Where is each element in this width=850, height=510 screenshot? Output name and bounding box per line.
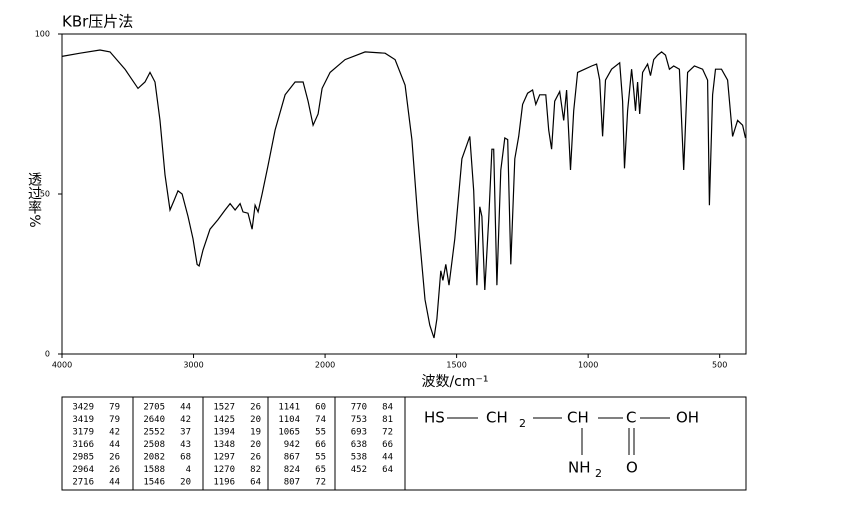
peak-transmittance: 65 <box>315 465 326 475</box>
x-tick-label: 1500 <box>446 361 466 370</box>
peak-wavenumber: 1196 <box>213 478 235 488</box>
y-tick-label: 50 <box>40 190 50 199</box>
peak-transmittance: 81 <box>382 415 393 425</box>
peak-transmittance: 66 <box>382 440 393 450</box>
peak-wavenumber: 2552 <box>143 428 165 438</box>
x-tick-label: 1000 <box>578 361 598 370</box>
peak-wavenumber: 1348 <box>213 440 235 450</box>
peak-wavenumber: 942 <box>284 440 300 450</box>
peak-transmittance: 43 <box>180 440 191 450</box>
peak-wavenumber: 1297 <box>213 453 235 463</box>
peak-wavenumber: 2985 <box>72 453 94 463</box>
peak-wavenumber: 1546 <box>143 478 165 488</box>
peak-wavenumber: 1104 <box>278 415 300 425</box>
peak-transmittance: 60 <box>315 403 326 413</box>
peak-wavenumber: 2640 <box>143 415 165 425</box>
peak-transmittance: 84 <box>382 403 393 413</box>
y-tick-label: 0 <box>45 350 50 359</box>
peak-wavenumber: 1270 <box>213 465 235 475</box>
structure-label: O <box>626 459 638 477</box>
peak-wavenumber: 1588 <box>143 465 165 475</box>
peak-transmittance: 74 <box>315 415 326 425</box>
y-tick-label: 100 <box>35 30 50 39</box>
peak-transmittance: 42 <box>109 428 120 438</box>
peak-transmittance: 20 <box>250 415 261 425</box>
peak-transmittance: 44 <box>382 453 393 463</box>
peak-wavenumber: 1425 <box>213 415 235 425</box>
x-tick-label: 4000 <box>52 361 72 370</box>
structure-label: OH <box>676 409 699 427</box>
peak-transmittance: 72 <box>315 478 326 488</box>
peak-wavenumber: 2705 <box>143 403 165 413</box>
peak-transmittance: 44 <box>109 440 120 450</box>
peak-wavenumber: 770 <box>351 403 367 413</box>
peak-transmittance: 42 <box>180 415 191 425</box>
peak-transmittance: 37 <box>180 428 191 438</box>
peak-wavenumber: 693 <box>351 428 367 438</box>
peak-transmittance: 20 <box>250 440 261 450</box>
peak-transmittance: 26 <box>109 453 120 463</box>
spectrum-line <box>61 49 747 339</box>
peak-transmittance: 82 <box>250 465 261 475</box>
peak-transmittance: 64 <box>250 478 261 488</box>
peak-wavenumber: 753 <box>351 415 367 425</box>
x-tick-label: 500 <box>712 361 727 370</box>
peak-wavenumber: 2964 <box>72 465 94 475</box>
peak-wavenumber: 538 <box>351 453 367 463</box>
peak-wavenumber: 2508 <box>143 440 165 450</box>
peak-wavenumber: 3179 <box>72 428 94 438</box>
structure-label: C <box>626 409 636 427</box>
peak-wavenumber: 867 <box>284 453 300 463</box>
peak-transmittance: 55 <box>315 453 326 463</box>
peak-wavenumber: 807 <box>284 478 300 488</box>
structure-label: CH <box>486 409 508 427</box>
peak-transmittance: 26 <box>250 403 261 413</box>
chart-title: KBr压片法 <box>62 13 133 31</box>
structure-label: NH <box>568 459 591 477</box>
y-axis-label: 透过率% <box>26 172 42 227</box>
peak-transmittance: 4 <box>186 465 191 475</box>
structure-label: 2 <box>595 467 602 480</box>
peak-transmittance: 79 <box>109 403 120 413</box>
structure-label: HS <box>424 409 445 427</box>
peak-wavenumber: 1065 <box>278 428 300 438</box>
structure-label: CH <box>567 409 589 427</box>
peak-wavenumber: 824 <box>284 465 300 475</box>
x-tick-label: 2000 <box>315 361 335 370</box>
peak-transmittance: 79 <box>109 415 120 425</box>
peak-wavenumber: 452 <box>351 465 367 475</box>
peak-transmittance: 66 <box>315 440 326 450</box>
structure-label: 2 <box>519 417 526 430</box>
x-axis-label: 波数/cm⁻¹ <box>421 374 488 390</box>
peak-wavenumber: 1394 <box>213 428 235 438</box>
peak-transmittance: 55 <box>315 428 326 438</box>
peak-transmittance: 44 <box>109 478 120 488</box>
peak-wavenumber: 2716 <box>72 478 94 488</box>
peak-wavenumber: 1141 <box>278 403 300 413</box>
peak-wavenumber: 3429 <box>72 403 94 413</box>
peak-transmittance: 20 <box>180 478 191 488</box>
peak-wavenumber: 2082 <box>143 453 165 463</box>
peak-wavenumber: 3166 <box>72 440 94 450</box>
peak-wavenumber: 1527 <box>213 403 235 413</box>
structure-bonds <box>447 417 670 455</box>
peak-transmittance: 68 <box>180 453 191 463</box>
peak-wavenumber: 3419 <box>72 415 94 425</box>
peak-transmittance: 64 <box>382 465 393 475</box>
peak-wavenumber: 638 <box>351 440 367 450</box>
peak-transmittance: 26 <box>250 453 261 463</box>
peak-transmittance: 26 <box>109 465 120 475</box>
x-tick-label: 3000 <box>183 361 203 370</box>
table-frame <box>61 396 747 491</box>
peak-transmittance: 19 <box>250 428 261 438</box>
peak-transmittance: 72 <box>382 428 393 438</box>
peak-transmittance: 44 <box>180 403 191 413</box>
